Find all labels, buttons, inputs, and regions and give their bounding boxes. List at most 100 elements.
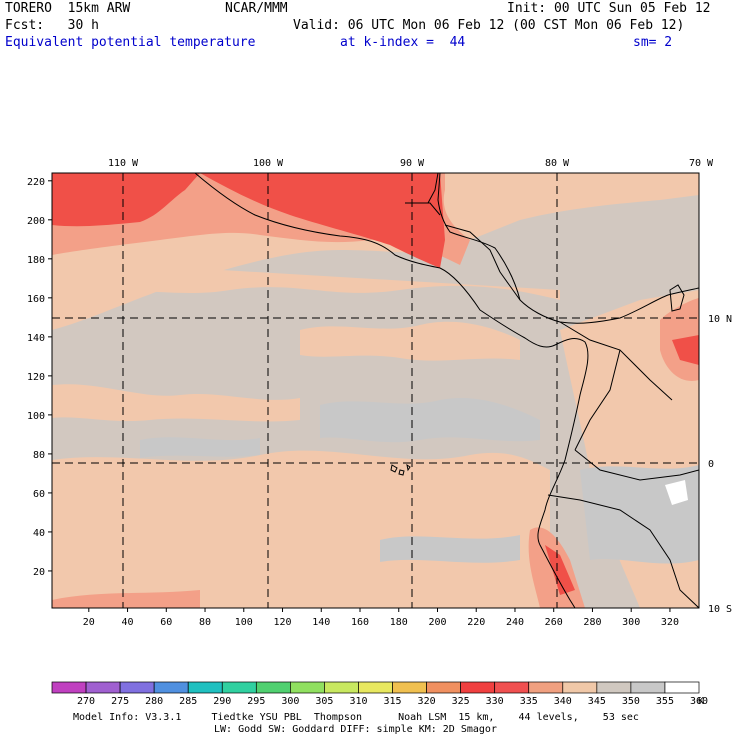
colorbar-swatch bbox=[153, 681, 189, 694]
y-tick-label: 120 bbox=[27, 372, 45, 383]
x-axis: 20 40 60 80 100 120 140 160 180 200 220 240 260 280 30… bbox=[83, 608, 679, 628]
colorbar-swatch bbox=[324, 681, 359, 694]
colorbar-swatch bbox=[358, 681, 393, 694]
colorbar-label: 360 bbox=[689, 696, 709, 707]
init-time: Init: 00 UTC Sun 05 Feb 12 bbox=[507, 1, 711, 16]
colorbar-label: 270 bbox=[77, 696, 96, 707]
colorbar-swatch bbox=[528, 681, 564, 694]
lat-lon-grid bbox=[52, 173, 699, 608]
colorbar-swatch bbox=[562, 681, 598, 694]
field-band-peach bbox=[52, 384, 300, 422]
model-title: TORERO 15km ARW bbox=[5, 1, 131, 16]
field-band-peach bbox=[52, 450, 550, 608]
field-band-peach bbox=[300, 321, 520, 361]
model-info-line2: LW: Godd SW: Goddard DIFF: simple KM: 2D… bbox=[214, 724, 497, 735]
lat-label-0: 0 bbox=[708, 459, 714, 470]
y-tick-label: 40 bbox=[33, 528, 45, 539]
x-tick-label: 240 bbox=[506, 617, 524, 628]
colorbar-label: 355 bbox=[655, 696, 674, 707]
colorbar-swatch bbox=[426, 681, 461, 694]
x-tick-label: 220 bbox=[467, 617, 485, 628]
colorbar-label: 335 bbox=[519, 696, 538, 707]
colorbar-label: 345 bbox=[587, 696, 606, 707]
colorbar-label: 350 bbox=[621, 696, 640, 707]
x-tick-label: 40 bbox=[122, 617, 134, 628]
x-tick-label: 180 bbox=[390, 617, 408, 628]
island-outline bbox=[669, 284, 685, 312]
colorbar-label: 310 bbox=[349, 696, 368, 707]
field-band-salmon bbox=[52, 590, 200, 608]
lon-label-100w: 100 W bbox=[253, 158, 284, 169]
colorbar-label: 295 bbox=[247, 696, 266, 707]
y-tick-label: 60 bbox=[33, 489, 45, 500]
x-tick-label: 80 bbox=[199, 617, 211, 628]
y-tick-label: 20 bbox=[33, 567, 45, 578]
lat-label-10s: 10 S bbox=[708, 604, 732, 615]
colorbar-swatch bbox=[664, 681, 700, 694]
colorbar-label: 325 bbox=[451, 696, 470, 707]
y-tick-label: 200 bbox=[27, 216, 45, 227]
colorbar-label: 280 bbox=[145, 696, 164, 707]
colorbar-label: 330 bbox=[485, 696, 504, 707]
x-tick-label: 20 bbox=[83, 617, 95, 628]
coastlines bbox=[194, 173, 699, 608]
field-patch-white bbox=[665, 480, 688, 505]
field-band-red bbox=[52, 173, 200, 227]
x-tick-label: 160 bbox=[351, 617, 369, 628]
x-tick-label: 260 bbox=[545, 617, 563, 628]
colorbar-swatch bbox=[460, 681, 496, 694]
lon-label-110w: 110 W bbox=[108, 158, 139, 169]
x-tick-label: 300 bbox=[622, 617, 640, 628]
valid-time: Valid: 06 UTC Mon 06 Feb 12 (00 CST Mon … bbox=[293, 18, 685, 33]
colorbar-swatch bbox=[255, 681, 291, 694]
y-tick-label: 80 bbox=[33, 450, 45, 461]
x-tick-label: 140 bbox=[312, 617, 330, 628]
colorbar-swatch bbox=[630, 681, 666, 694]
lat-label-10n: 10 N bbox=[708, 314, 732, 325]
colorbar-label: 285 bbox=[179, 696, 198, 707]
y-tick-label: 160 bbox=[27, 294, 45, 305]
x-tick-label: 200 bbox=[428, 617, 446, 628]
colorbar-swatch bbox=[392, 681, 427, 694]
level-label: at k-index = 44 bbox=[340, 35, 466, 50]
colorbar-swatch bbox=[494, 681, 530, 694]
colorbar-unit: K bbox=[697, 696, 705, 707]
colorbar-label: 305 bbox=[315, 696, 334, 707]
colorbar-label: 315 bbox=[383, 696, 402, 707]
field-patch-gray bbox=[320, 398, 540, 443]
forecast-hour: Fcst: 30 h bbox=[5, 18, 99, 33]
colorbar-label: 275 bbox=[111, 696, 130, 707]
colorbar-swatch bbox=[596, 681, 632, 694]
colorbar bbox=[51, 681, 700, 694]
colorbar-label: 300 bbox=[281, 696, 300, 707]
colorbar-label: 340 bbox=[553, 696, 572, 707]
colorbar-swatch bbox=[119, 681, 155, 694]
plot-frame bbox=[51, 172, 700, 609]
colorbar-label: 290 bbox=[213, 696, 232, 707]
lon-label-90w: 90 W bbox=[400, 158, 425, 169]
colorbar-swatch bbox=[290, 681, 325, 694]
x-tick-label: 60 bbox=[160, 617, 172, 628]
y-tick-label: 140 bbox=[27, 333, 45, 344]
colorbar-swatch bbox=[187, 681, 223, 694]
coastline-caribbean bbox=[437, 173, 699, 324]
institution-label: NCAR/MMM bbox=[225, 1, 288, 16]
field-patch-gray bbox=[380, 535, 520, 563]
y-tick-label: 220 bbox=[27, 177, 45, 188]
x-tick-label: 100 bbox=[235, 617, 253, 628]
field-band-red bbox=[545, 545, 575, 595]
x-tick-label: 280 bbox=[583, 617, 601, 628]
x-tick-label: 320 bbox=[661, 617, 679, 628]
y-axis: 220 200 180 160 140 120 100 80 60 40 20 bbox=[27, 177, 52, 578]
lon-label-70w: 70 W bbox=[689, 158, 714, 169]
political-borders bbox=[405, 173, 699, 608]
x-tick-label: 120 bbox=[273, 617, 291, 628]
y-tick-label: 100 bbox=[27, 411, 45, 422]
colorbar-swatch bbox=[51, 681, 87, 694]
galapagos-islands bbox=[390, 463, 411, 476]
model-info-line1: Model Info: V3.3.1 Tiedtke YSU PBL Thomp… bbox=[73, 712, 639, 723]
field-name: Equivalent potential temperature bbox=[5, 35, 256, 50]
field-patch-gray bbox=[140, 437, 260, 458]
colorbar-swatch bbox=[221, 681, 257, 694]
lon-label-80w: 80 W bbox=[545, 158, 570, 169]
